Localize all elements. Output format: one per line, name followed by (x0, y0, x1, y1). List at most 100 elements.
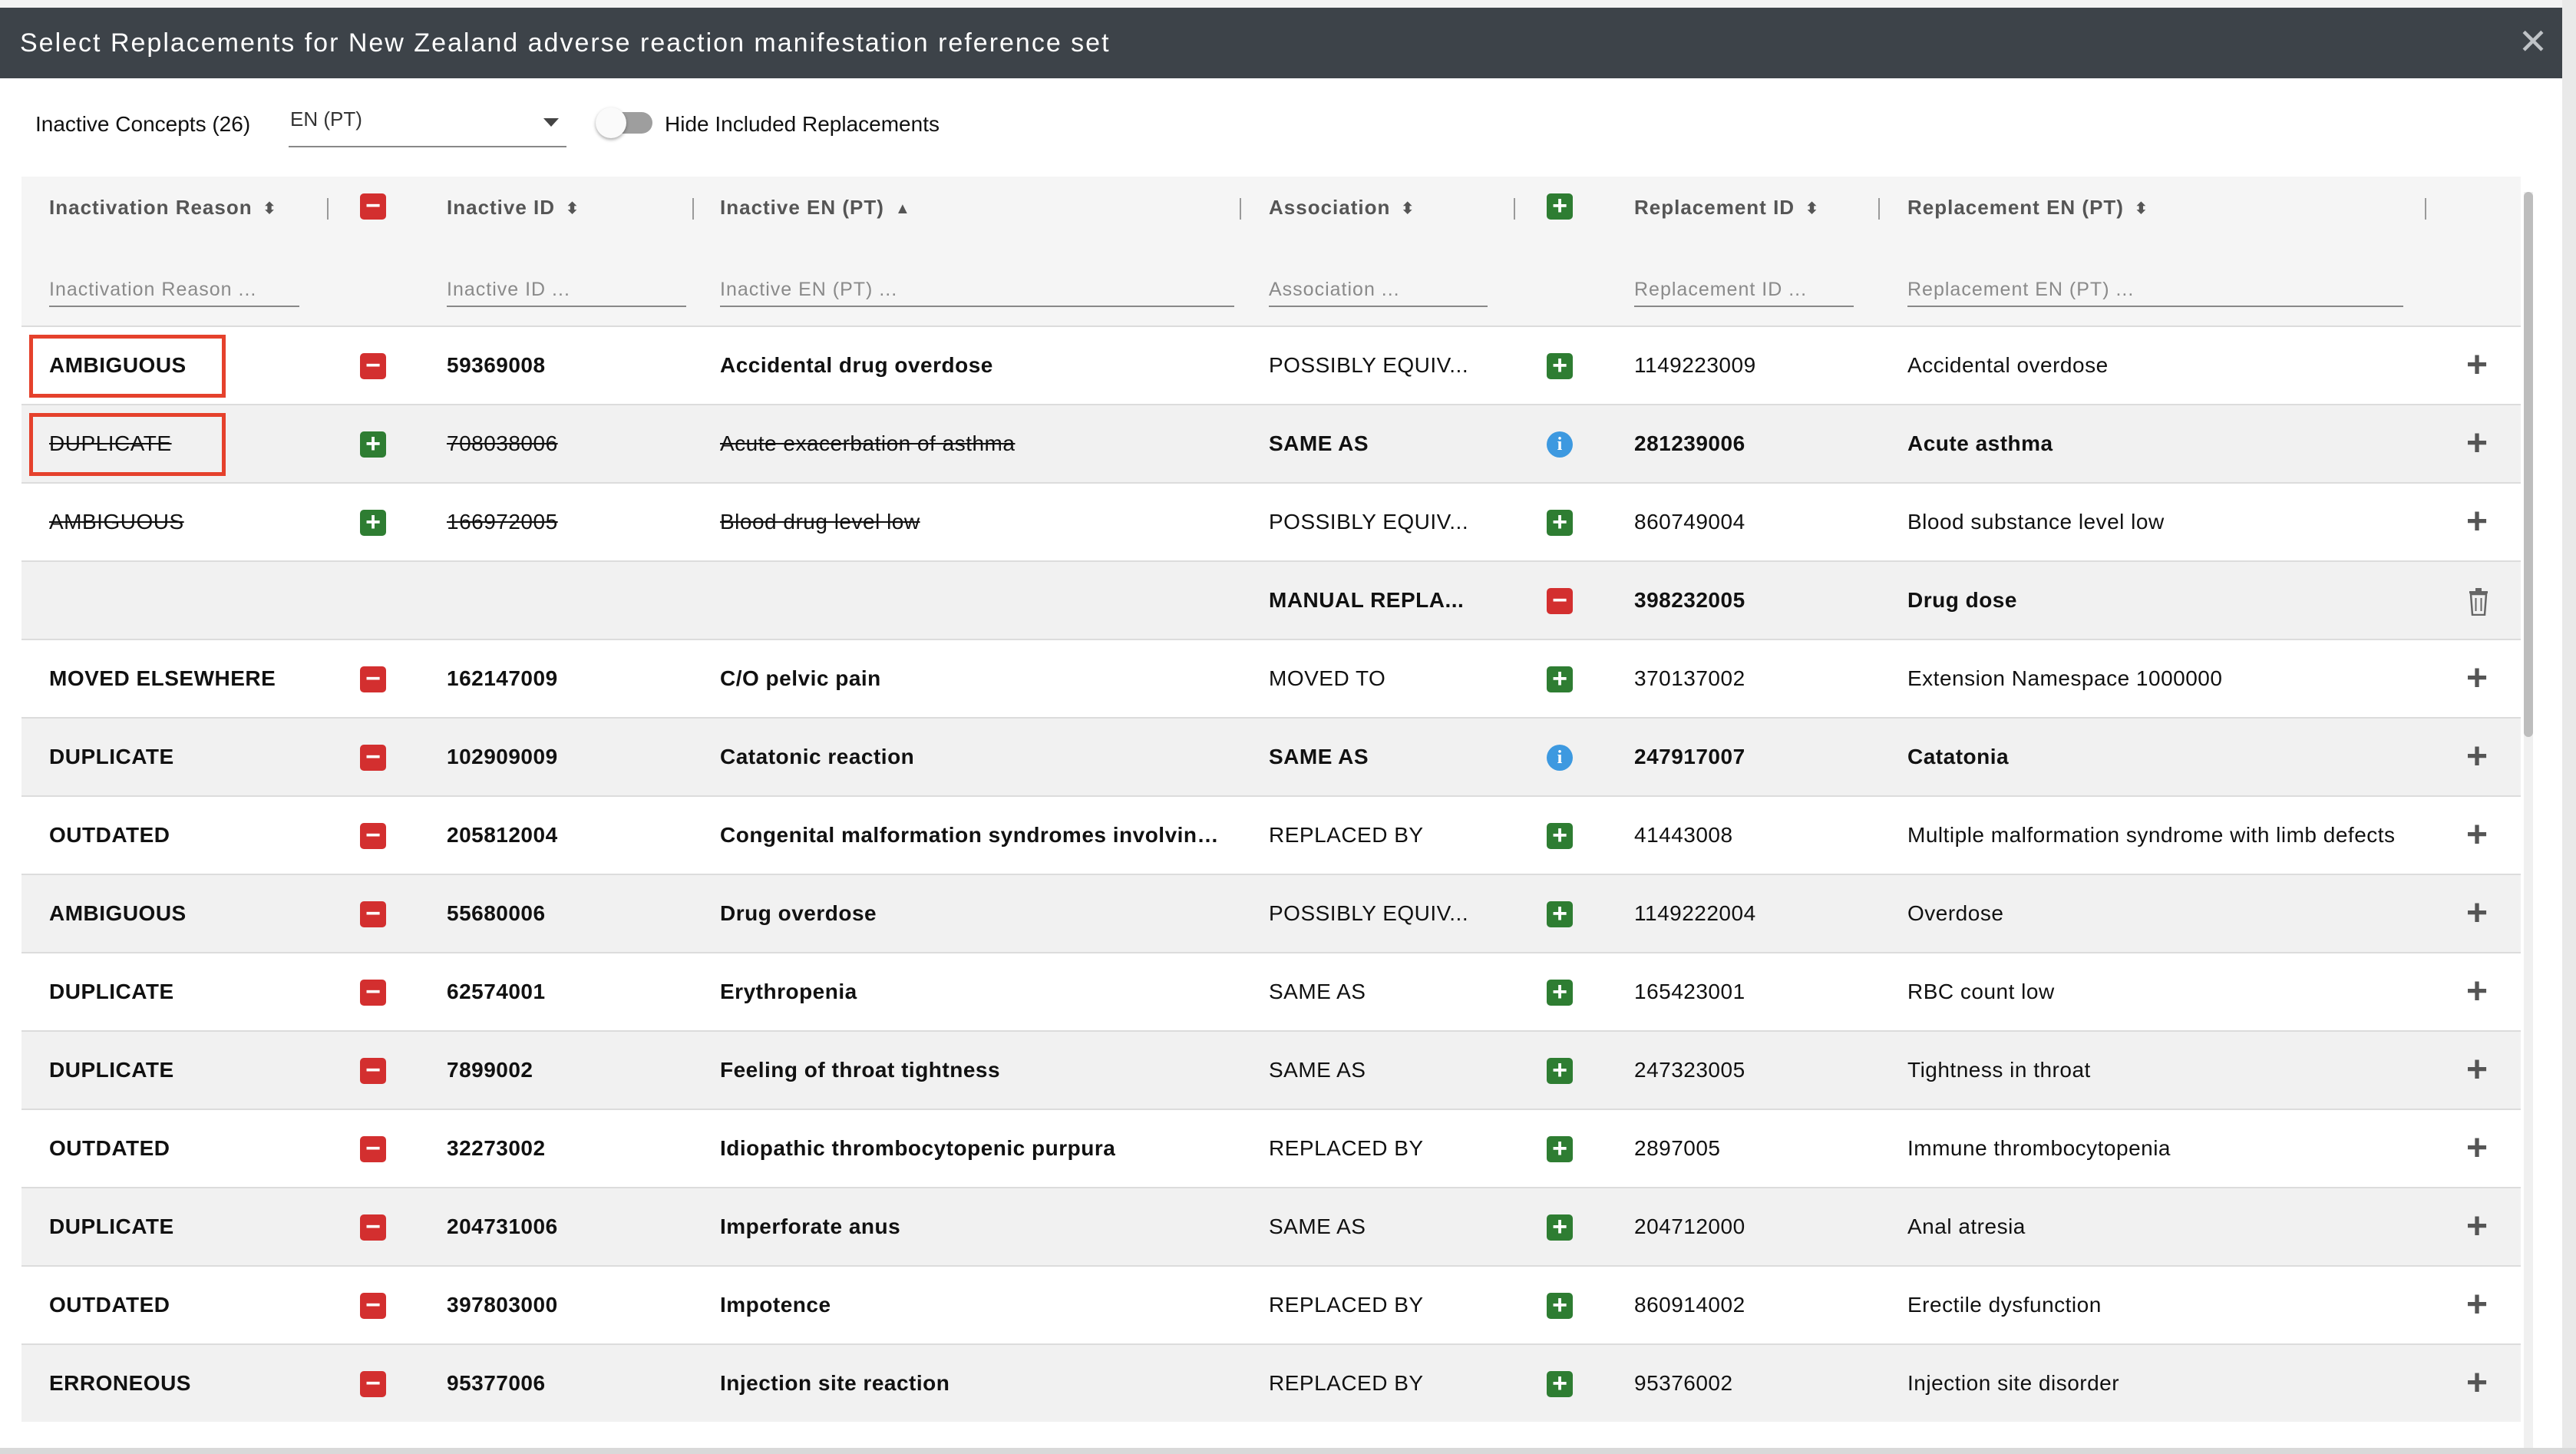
filter-association[interactable] (1269, 273, 1488, 307)
table-row[interactable]: AMBIGUOUS +166972005 Blood drug level low P… (21, 482, 2521, 560)
sort-icon[interactable]: ⬍ (566, 200, 580, 218)
table-row[interactable]: DUPLICATE − 102909009 Catatonic reaction SAM… (21, 717, 2521, 795)
background-strip-top (0, 0, 2576, 8)
row-remove-icon[interactable]: − (360, 666, 386, 692)
filter-inactive-id[interactable] (447, 273, 686, 307)
association-remove-icon[interactable]: − (1547, 587, 1573, 614)
trash-icon[interactable] (2469, 588, 2488, 616)
scrollbar-thumb[interactable] (2524, 192, 2533, 737)
row-remove-icon[interactable]: − (360, 900, 386, 927)
row-remove-icon[interactable]: − (360, 1135, 386, 1162)
hide-included-toggle[interactable] (596, 107, 652, 138)
sort-icon[interactable]: ⬍ (1805, 200, 1819, 218)
add-replacement-icon[interactable]: + (2465, 345, 2488, 385)
cell-inactive-pt: Accidental drug overdose (720, 353, 993, 377)
column-header-association[interactable]: Association ⬍ (1269, 177, 1415, 238)
table-row[interactable]: DUPLICATE − 204731006 Imperforate anus SAME … (21, 1187, 2521, 1265)
cell-inactive-id (447, 562, 692, 639)
association-add-icon[interactable]: + (1547, 1057, 1573, 1084)
table-row[interactable]: DUPLICATE − 7899002 Feeling of throat tight… (21, 1030, 2521, 1109)
association-add-icon[interactable]: + (1547, 666, 1573, 692)
row-add-icon[interactable]: + (360, 431, 386, 458)
cell-inactivation-reason: MOVED ELSEWHERE (49, 666, 276, 690)
add-replacement-icon[interactable]: + (2465, 1128, 2488, 1168)
table-scrollbar[interactable] (2524, 192, 2533, 1448)
cell-inactive-id: 7899002 (447, 1058, 533, 1082)
row-remove-icon[interactable]: − (360, 979, 386, 1006)
language-select-value: EN (PT) (290, 107, 362, 131)
sort-icon[interactable]: ⬍ (2134, 200, 2148, 218)
add-all-icon[interactable]: + (1547, 193, 1573, 220)
cell-inactivation-reason: OUTDATED (49, 823, 170, 847)
table-row[interactable]: ERRONEOUS − 95377006 Injection site reactio… (21, 1343, 2521, 1422)
association-add-icon[interactable]: + (1547, 1214, 1573, 1241)
add-replacement-icon[interactable]: + (2465, 658, 2488, 699)
sort-ascending-icon[interactable]: ▲ (894, 200, 911, 218)
table-row[interactable]: OUTDATED − 32273002 Idiopathic thrombocytop… (21, 1109, 2521, 1187)
add-replacement-icon[interactable]: + (2465, 815, 2488, 855)
sort-icon[interactable]: ⬍ (263, 200, 277, 218)
table-row[interactable]: MANUAL REPLA... − 398232005 Drug dose (21, 560, 2521, 639)
table-row[interactable]: OUTDATED − 205812004 Congenital malformatio… (21, 795, 2521, 874)
association-add-icon[interactable]: + (1547, 1370, 1573, 1397)
table-row[interactable]: MOVED ELSEWHERE − 162147009 C/O pelvic pain… (21, 639, 2521, 717)
cell-inactive-pt: Drug overdose (720, 901, 877, 925)
association-add-icon[interactable]: + (1547, 979, 1573, 1006)
row-remove-icon[interactable]: − (360, 1057, 386, 1084)
filter-replacement-id[interactable] (1634, 273, 1854, 307)
cell-replacement-id: 2897005 (1634, 1136, 1721, 1160)
row-remove-icon[interactable]: − (360, 1214, 386, 1241)
column-header-replacement-pt[interactable]: Replacement EN (PT) ⬍ (1907, 177, 2148, 238)
row-add-icon[interactable]: + (360, 509, 386, 536)
table-row[interactable]: AMBIGUOUS −59369008 Accidental drug overdo… (21, 325, 2521, 404)
cell-inactive-pt: Impotence (720, 1293, 831, 1317)
add-replacement-icon[interactable]: + (2465, 736, 2488, 777)
cell-replacement-pt: Blood substance level low (1907, 510, 2165, 534)
language-select[interactable]: EN (PT) (289, 100, 566, 147)
column-header-inactive-pt[interactable]: Inactive EN (PT) ▲ (720, 177, 911, 238)
column-divider (2425, 198, 2426, 220)
cell-inactivation-reason: AMBIGUOUS (49, 901, 187, 925)
filter-replacement-pt[interactable] (1907, 273, 2403, 307)
filter-inactivation-reason[interactable] (49, 273, 299, 307)
cell-replacement-pt: Immune thrombocytopenia (1907, 1136, 2171, 1160)
association-info-icon[interactable]: i (1547, 745, 1573, 771)
cell-replacement-id: 165423001 (1634, 980, 1745, 1003)
row-remove-icon[interactable]: − (360, 744, 386, 771)
add-replacement-icon[interactable]: + (2465, 423, 2488, 464)
add-replacement-icon[interactable]: + (2465, 1206, 2488, 1247)
cell-inactive-pt: Catatonic reaction (720, 745, 915, 768)
association-add-icon[interactable]: + (1547, 1292, 1573, 1319)
association-add-icon[interactable]: + (1547, 1135, 1573, 1162)
add-replacement-icon[interactable]: + (2465, 1363, 2488, 1403)
row-remove-icon[interactable]: − (360, 1292, 386, 1319)
cell-inactive-pt: Congenital malformation syndromes involv… (720, 823, 1225, 847)
filter-inactive-pt[interactable] (720, 273, 1234, 307)
row-remove-icon[interactable]: − (360, 1370, 386, 1397)
sort-icon[interactable]: ⬍ (1401, 200, 1415, 218)
association-info-icon[interactable]: i (1547, 431, 1573, 458)
association-add-icon[interactable]: + (1547, 509, 1573, 536)
close-icon[interactable]: ✕ (2518, 21, 2548, 61)
row-remove-icon[interactable]: − (360, 352, 386, 379)
add-replacement-icon[interactable]: + (2465, 1284, 2488, 1325)
cell-replacement-pt: Catatonia (1907, 745, 2010, 768)
table-row[interactable]: AMBIGUOUS − 55680006 Drug overdose POSSIBLY … (21, 874, 2521, 952)
association-add-icon[interactable]: + (1547, 900, 1573, 927)
add-replacement-icon[interactable]: + (2465, 971, 2488, 1012)
table-row[interactable]: DUPLICATE − 62574001 Erythropenia SAME AS +16… (21, 952, 2521, 1030)
association-add-icon[interactable]: + (1547, 352, 1573, 379)
add-replacement-icon[interactable]: + (2465, 893, 2488, 934)
cell-inactivation-reason: DUPLICATE (49, 745, 174, 768)
remove-all-icon[interactable]: − (360, 193, 386, 220)
row-remove-icon[interactable]: − (360, 822, 386, 849)
column-header-inactivation-reason[interactable]: Inactivation Reason ⬍ (49, 177, 276, 238)
add-replacement-icon[interactable]: + (2465, 501, 2488, 542)
add-replacement-icon[interactable]: + (2465, 1049, 2488, 1090)
table-row[interactable]: DUPLICATE +708038006 Acute exacerbation of… (21, 404, 2521, 482)
column-header-inactive-id[interactable]: Inactive ID ⬍ (447, 177, 580, 238)
table-row[interactable]: OUTDATED − 397803000 Impotence REPLACED BY +8… (21, 1265, 2521, 1343)
column-header-replacement-id[interactable]: Replacement ID ⬍ (1634, 177, 1819, 238)
background-strip-bottom (0, 1448, 2576, 1454)
association-add-icon[interactable]: + (1547, 822, 1573, 849)
